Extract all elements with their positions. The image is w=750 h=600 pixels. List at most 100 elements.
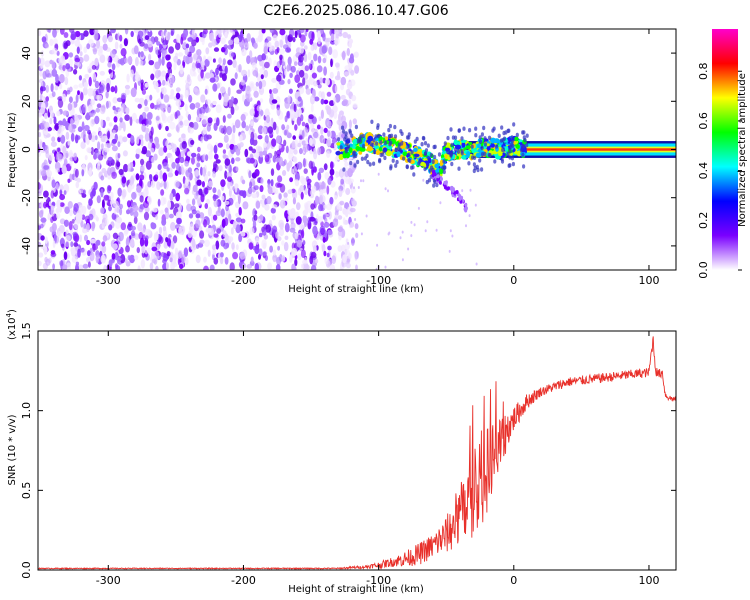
noise-cell <box>134 97 140 103</box>
noise-cell <box>354 223 359 230</box>
y-tick-label: 1.0 <box>20 402 33 420</box>
noise-cell <box>54 124 59 131</box>
faint-dot <box>377 172 380 176</box>
noise-cell <box>349 207 356 213</box>
noise-cell <box>194 89 201 96</box>
noise-cell <box>230 227 234 235</box>
noise-cell <box>130 225 136 231</box>
noise-cell <box>329 71 334 79</box>
noise-cell <box>140 82 144 92</box>
noise-cell <box>150 73 155 81</box>
noise-cell <box>169 192 174 202</box>
noise-cell <box>175 92 181 100</box>
track-halo <box>522 164 526 169</box>
noise-cell <box>60 55 66 64</box>
secondary-track-cell <box>455 190 459 195</box>
noise-cell <box>179 64 184 75</box>
noise-cell <box>108 205 112 212</box>
noise-cell <box>97 141 101 151</box>
noise-cell <box>290 65 296 73</box>
noise-cell <box>309 189 315 196</box>
track-halo <box>443 165 447 170</box>
noise-cell <box>93 181 98 191</box>
noise-cell <box>140 138 144 147</box>
noise-cell <box>289 227 296 233</box>
noise-cell <box>261 126 267 135</box>
noise-cell <box>279 54 283 61</box>
noise-cell <box>65 235 71 242</box>
noise-cell <box>296 239 303 248</box>
noise-cell <box>282 170 287 176</box>
noise-cell <box>290 168 295 174</box>
noise-cell <box>302 259 308 265</box>
noise-cell <box>117 141 121 148</box>
noise-cell <box>250 256 254 263</box>
noise-cell <box>230 106 235 115</box>
track-halo <box>421 135 425 141</box>
faint-dot <box>401 230 404 234</box>
noise-cell <box>213 122 218 131</box>
noise-cell <box>167 54 171 61</box>
noise-cell <box>147 29 151 32</box>
noise-cell <box>233 37 240 45</box>
faint-dot <box>354 218 357 221</box>
secondary-track-cell <box>438 180 442 185</box>
noise-cell <box>50 208 55 217</box>
noise-cell <box>310 45 314 51</box>
noise-cell <box>292 156 298 163</box>
noise-cell <box>105 100 109 109</box>
noise-cell <box>39 107 45 115</box>
noise-cell <box>134 74 141 82</box>
noise-cell <box>322 214 326 220</box>
track-halo <box>443 141 447 146</box>
x-tick-label: 0 <box>510 274 517 287</box>
noise-cell <box>120 103 127 113</box>
noise-cell <box>89 251 95 262</box>
noise-cell <box>241 69 248 77</box>
track-halo <box>374 134 378 139</box>
noise-cell <box>129 238 135 248</box>
noise-cell <box>294 74 301 83</box>
faint-dot <box>435 228 438 232</box>
noise-cell <box>259 98 264 103</box>
noise-cell <box>317 37 321 45</box>
track-cell <box>338 154 344 160</box>
noise-cell <box>166 167 170 172</box>
noise-cell <box>67 140 71 146</box>
noise-cell <box>135 173 140 181</box>
noise-cell <box>207 206 212 217</box>
noise-cell <box>196 244 200 249</box>
noise-cell <box>100 254 106 264</box>
noise-cell <box>124 57 128 64</box>
spectrogram-x-ticks: -300 -200 -100 0 100 <box>96 29 659 287</box>
noise-cell <box>73 113 79 122</box>
noise-cell <box>220 195 225 201</box>
noise-cell <box>88 198 93 207</box>
track-halo <box>382 148 386 154</box>
noise-cell <box>342 217 346 225</box>
noise-cell <box>184 257 189 266</box>
noise-cell <box>99 54 106 63</box>
noise-cell <box>101 222 105 229</box>
noise-cell <box>56 147 61 153</box>
noise-cell <box>217 142 223 148</box>
noise-cell <box>272 34 278 41</box>
noise-cell <box>186 74 191 83</box>
noise-cell <box>287 78 291 85</box>
track-halo <box>363 156 367 161</box>
noise-cell <box>60 134 66 144</box>
noise-cell <box>249 137 254 146</box>
noise-cell <box>135 56 139 67</box>
noise-cell <box>185 43 190 49</box>
noise-cell <box>60 243 65 249</box>
track-halo <box>483 151 487 157</box>
spectrogram-x-label: Height of straight line (km) <box>288 284 424 295</box>
noise-cell <box>257 54 264 62</box>
noise-cell <box>252 86 258 92</box>
noise-cell <box>347 167 353 178</box>
noise-cell <box>73 203 79 212</box>
noise-cell <box>157 49 162 55</box>
noise-cell <box>253 214 258 221</box>
noise-cell <box>204 88 208 95</box>
